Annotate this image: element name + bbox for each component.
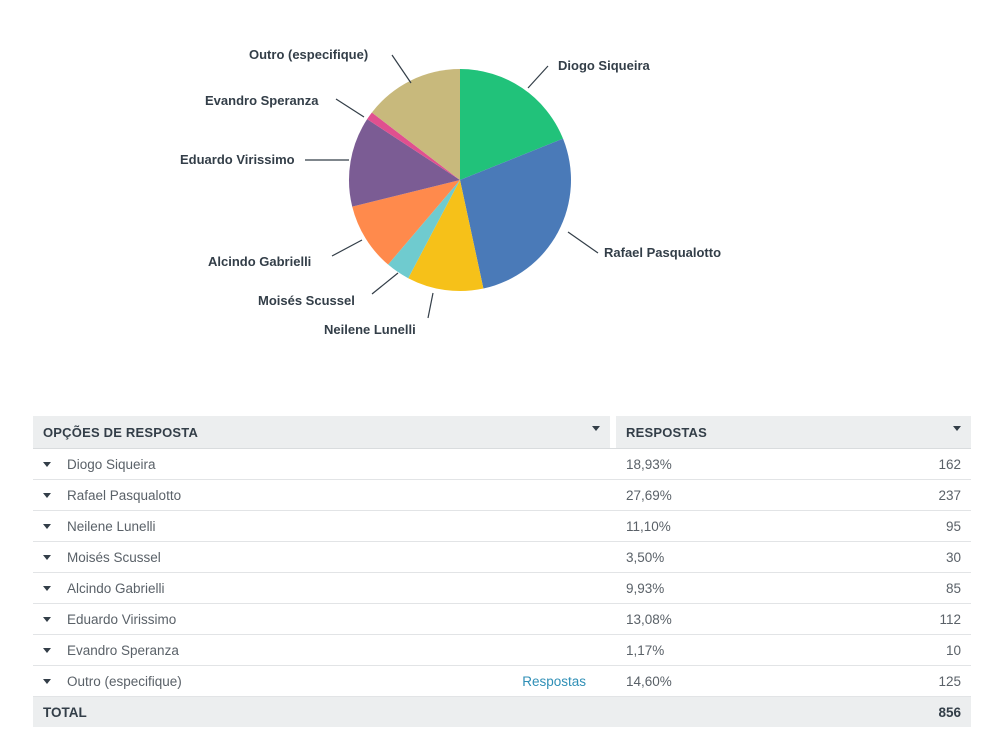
option-label: Alcindo Gabrielli <box>67 580 165 596</box>
count-cell: 237 <box>813 479 971 511</box>
slice-label: Moisés Scussel <box>258 293 355 308</box>
pie-slice[interactable] <box>408 180 484 292</box>
sort-caret-icon[interactable] <box>592 425 600 431</box>
option-label: Rafael Pasqualotto <box>67 487 182 503</box>
expand-caret-icon[interactable] <box>43 493 51 499</box>
slice-label: Rafael Pasqualotto <box>604 245 721 260</box>
percent-cell: 3,50% <box>616 541 813 573</box>
pie-slice[interactable] <box>371 69 460 180</box>
option-cell: Rafael Pasqualotto <box>33 479 610 511</box>
total-value: 856 <box>813 696 971 727</box>
leader-line <box>335 98 365 118</box>
option-label: Diogo Siqueira <box>67 456 156 472</box>
option-cell: Neilene Lunelli <box>33 510 610 542</box>
pie-slice[interactable] <box>352 180 460 265</box>
results-table: OPÇÕES DE RESPOSTA RESPOSTAS Diogo Sique… <box>33 416 971 727</box>
table-row: Rafael Pasqualotto 27,69% 237 <box>33 479 971 511</box>
gap-cell <box>610 541 616 573</box>
count-cell: 112 <box>813 603 971 635</box>
header-answer-options-label: OPÇÕES DE RESPOSTA <box>43 424 199 440</box>
pie-chart-svg: Diogo Siqueira Rafael Pasqualotto Neilene … <box>180 47 721 337</box>
option-cell: Eduardo Virissimo <box>33 603 610 635</box>
percent-cell: 9,93% <box>616 572 813 604</box>
percent-cell: 13,08% <box>616 603 813 635</box>
pie-slice[interactable] <box>367 112 460 180</box>
pie-slice[interactable] <box>349 119 460 207</box>
gap-cell <box>610 665 616 697</box>
header-responses[interactable]: RESPOSTAS <box>616 416 971 449</box>
table-row: Neilene Lunelli 11,10% 95 <box>33 510 971 542</box>
option-cell: Evandro Speranza <box>33 634 610 666</box>
leader-line <box>391 54 412 84</box>
expand-caret-icon[interactable] <box>43 462 51 468</box>
expand-caret-icon[interactable] <box>43 524 51 530</box>
pie-slice[interactable] <box>388 180 460 279</box>
option-label: Evandro Speranza <box>67 642 179 658</box>
gap-cell <box>610 634 616 666</box>
leader-line <box>427 292 434 319</box>
pie-slice[interactable] <box>460 69 564 180</box>
count-cell: 95 <box>813 510 971 542</box>
option-label: Neilene Lunelli <box>67 518 156 534</box>
count-cell: 125 <box>813 665 971 697</box>
table-header-row: OPÇÕES DE RESPOSTA RESPOSTAS <box>33 416 971 449</box>
expand-caret-icon[interactable] <box>43 555 51 561</box>
pie-chart: Diogo Siqueira Rafael Pasqualotto Neilene … <box>180 47 721 337</box>
header-gap <box>610 416 616 449</box>
sort-caret-icon[interactable] <box>953 425 961 431</box>
table-row: Alcindo Gabrielli 9,93% 85 <box>33 572 971 604</box>
total-row: TOTAL 856 <box>33 696 971 727</box>
gap-cell <box>610 603 616 635</box>
option-cell: Outro (especifique) Respostas <box>33 665 610 697</box>
leader-line <box>567 231 599 254</box>
table-row: Diogo Siqueira 18,93% 162 <box>33 448 971 480</box>
slice-label: Diogo Siqueira <box>558 58 651 73</box>
count-cell: 30 <box>813 541 971 573</box>
percent-cell: 11,10% <box>616 510 813 542</box>
expand-caret-icon[interactable] <box>43 679 51 685</box>
table-row: Moisés Scussel 3,50% 30 <box>33 541 971 573</box>
gap-cell <box>610 510 616 542</box>
count-cell: 85 <box>813 572 971 604</box>
table-row: Evandro Speranza 1,17% 10 <box>33 634 971 666</box>
slice-label: Eduardo Virissimo <box>180 152 295 167</box>
expand-caret-icon[interactable] <box>43 617 51 623</box>
header-responses-label: RESPOSTAS <box>626 424 708 440</box>
option-label: Eduardo Virissimo <box>67 611 177 627</box>
table-row: Outro (especifique) Respostas 14,60% 125 <box>33 665 971 697</box>
table-row: Eduardo Virissimo 13,08% 112 <box>33 603 971 635</box>
slice-label: Neilene Lunelli <box>324 322 416 337</box>
slice-label: Outro (especifique) <box>249 47 368 62</box>
header-answer-options[interactable]: OPÇÕES DE RESPOSTA <box>33 416 610 449</box>
gap-cell <box>610 479 616 511</box>
option-cell: Diogo Siqueira <box>33 448 610 480</box>
pie-slice[interactable] <box>460 138 571 289</box>
leader-line <box>331 239 363 257</box>
slice-label: Alcindo Gabrielli <box>208 254 311 269</box>
percent-cell: 14,60% <box>616 665 813 697</box>
option-label: Moisés Scussel <box>67 549 161 565</box>
expand-caret-icon[interactable] <box>43 648 51 654</box>
percent-cell: 1,17% <box>616 634 813 666</box>
option-cell: Alcindo Gabrielli <box>33 572 610 604</box>
count-cell: 10 <box>813 634 971 666</box>
leader-line <box>371 272 399 295</box>
leader-line <box>527 65 549 89</box>
total-label: TOTAL <box>33 696 813 727</box>
percent-cell: 27,69% <box>616 479 813 511</box>
option-cell: Moisés Scussel <box>33 541 610 573</box>
percent-cell: 18,93% <box>616 448 813 480</box>
count-cell: 162 <box>813 448 971 480</box>
expand-caret-icon[interactable] <box>43 586 51 592</box>
gap-cell <box>610 448 616 480</box>
gap-cell <box>610 572 616 604</box>
option-label: Outro (especifique) <box>67 673 182 689</box>
slice-label: Evandro Speranza <box>205 93 319 108</box>
responses-link[interactable]: Respostas <box>522 673 586 689</box>
